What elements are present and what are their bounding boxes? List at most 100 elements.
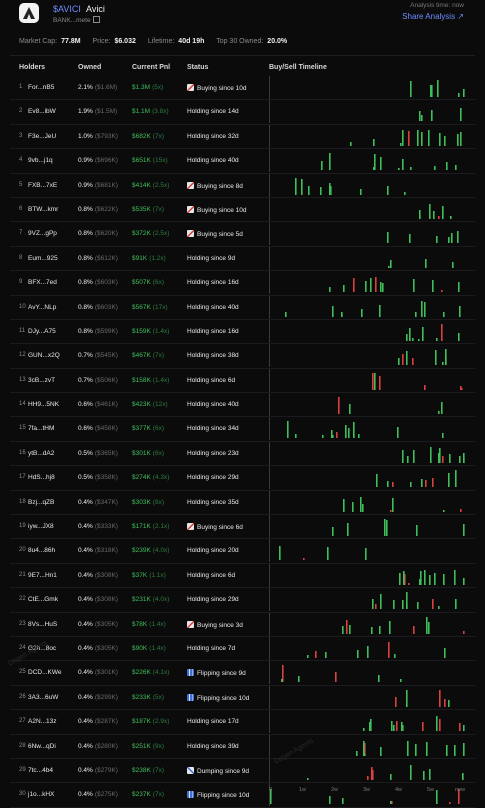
holder-address[interactable]: HdS...hj8 [28, 474, 55, 482]
timeline-bars [343, 496, 462, 512]
holder-address[interactable]: 7fa...tHM [28, 425, 55, 433]
table-row[interactable]: 21 9E7...Hn1 0.4% ($308K) $37K (1.1x) Holding … [10, 563, 475, 589]
table-row[interactable]: 22 CtE...Gmk 0.4% ($308K) $231K (4.0x) Holding… [10, 588, 475, 613]
pnl-value: $507K [132, 279, 151, 287]
status-cell: Holding since 32d [187, 133, 239, 140]
holder-address[interactable]: 8Vs...HuS [28, 620, 58, 628]
holder-address[interactable]: CtE...Gmk [28, 596, 58, 604]
buy-bar [332, 527, 334, 537]
buy-bar [451, 233, 453, 244]
table-row[interactable]: 28 6Nw...qDi 0.4% ($280K) $251K (9x) Holding s… [10, 734, 475, 759]
holder-address[interactable]: 9VZ...gPp [28, 230, 57, 238]
holder-address[interactable]: For...nB5 [28, 84, 55, 91]
table-row[interactable]: 25 DCD...KWe 0.4% ($301K) $226K (4.1x) Flippin… [10, 661, 475, 686]
holder-address[interactable]: 3A3...6uW [28, 693, 59, 701]
holder-address[interactable]: 8u4...86h [28, 547, 56, 555]
table-row[interactable]: 2 Ev8...ibW 1.9% ($1.5M) $1.1M (3.8x) Holding … [10, 100, 475, 125]
buy-bar [436, 790, 438, 805]
row-index: 8 [19, 254, 23, 261]
table-row[interactable]: 12 GUN...x2Q 0.7% ($545K) $467K (7x) Holding s… [10, 344, 475, 369]
token-header: $AVICI Avici BANK...mete Analysis time: … [0, 0, 485, 60]
holder-address[interactable]: 3cB...zvT [28, 376, 56, 384]
table-row[interactable]: 16 ytB...dA2 0.5% ($365K) $301K (6x) Holding s… [10, 441, 475, 467]
token-stats: Market Cap: 77.8M Price: $6.032 Lifetime: 4… [19, 38, 297, 45]
holder-address[interactable]: Bzj...qZB [28, 498, 55, 506]
holder-address[interactable]: iyw...JX8 [28, 523, 54, 531]
buy-bar [457, 231, 459, 244]
holder-address[interactable]: 6Nw...qDi [28, 742, 56, 750]
token-address[interactable]: BANK...mete [53, 16, 100, 24]
status-cell: Buying since 10d [187, 205, 247, 214]
owned-cell: 0.4% ($318K) [78, 547, 118, 554]
table-row[interactable]: 26 3A3...6uW 0.4% ($299K) $233K (5x) Flipping … [10, 685, 475, 711]
pnl-cell: $535K (7x) [132, 206, 164, 213]
table-row[interactable]: 3 F3e...JeU 1.0% ($793K) $682K (7x) Holding si… [10, 124, 475, 150]
timeline-bars [285, 300, 461, 317]
holder-address[interactable]: Eum...925 [28, 254, 58, 262]
table-row[interactable]: 13 3cB...zvT 0.7% ($506K) $158K (1.4x) Holding… [10, 368, 475, 394]
holder-address[interactable]: F3e...JeU [28, 132, 57, 140]
table-row[interactable]: 1 For...nB5 2.1% ($1.6M) $1.3M (5x) Buying sin… [10, 76, 475, 101]
token-ticker[interactable]: $AVICI [53, 4, 81, 14]
holder-address[interactable]: DCD...KWe [28, 669, 62, 677]
table-row[interactable]: 23 8Vs...HuS 0.4% ($305K) $78K (1.4x) Buying s… [10, 612, 475, 637]
table-row[interactable]: 8 Eum...925 0.8% ($612K) $91K (1.2x) Holding s… [10, 246, 475, 272]
table-row[interactable]: 11 DJy...A75 0.8% ($599K) $159K (1.4x) Holding… [10, 319, 475, 345]
buy-sell-timeline [269, 636, 466, 660]
copy-icon[interactable] [92, 16, 100, 23]
table-row[interactable]: 24 G2h...8oc 0.4% ($305K) $90K (1.4x) Holding … [10, 636, 475, 662]
row-index: 6 [19, 205, 23, 212]
table-row[interactable]: 5 FXB...7xE 0.9% ($681K) $414K (2.5x) Buying s… [10, 173, 475, 198]
table-row[interactable]: 27 A2N...13z 0.4% ($287K) $187K (2.9x) Holding… [10, 710, 475, 735]
holder-address[interactable]: GUN...x2Q [28, 352, 60, 360]
pnl-value: $171K [132, 523, 151, 531]
holder-address[interactable]: BTW...kmr [28, 205, 59, 213]
pnl-value: $78K [132, 620, 148, 628]
table-row[interactable]: 17 HdS...hj8 0.5% ($358K) $274K (4.3x) Holding… [10, 466, 475, 491]
table-row[interactable]: 7 9VZ...gPp 0.8% ($620K) $372K (2.5x) Buying s… [10, 222, 475, 247]
holder-address[interactable]: G2h...8oc [28, 644, 57, 652]
share-analysis-link[interactable]: Share Analysis ↗ [402, 12, 464, 21]
holder-address[interactable]: BFX...7ed [28, 279, 57, 287]
holder-address[interactable]: FXB...7xE [28, 181, 58, 189]
holder-address[interactable]: Ev8...ibW [28, 108, 56, 116]
buy-bar [437, 80, 439, 97]
buy-bar [358, 434, 360, 439]
owned-cell: 0.4% ($287K) [78, 718, 118, 725]
holder-address[interactable]: HH9...5NK [28, 401, 60, 409]
owned-percent: 0.4% [78, 693, 93, 701]
table-row[interactable]: 6 BTW...kmr 0.8% ($622K) $535K (7x) Buying sin… [10, 197, 475, 223]
table-row[interactable]: 29 7tc...4b4 0.4% ($279K) $238K (7x) Dumping s… [10, 758, 475, 784]
holder-address[interactable]: ytB...dA2 [28, 449, 55, 457]
table-row[interactable]: 14 HH9...5NK 0.6% ($461K) $423K (12x) Holding … [10, 393, 475, 418]
row-index: 21 [19, 571, 26, 578]
holder-address[interactable]: 7tc...4b4 [28, 766, 53, 774]
table-row[interactable]: 10 AvY...NLp 0.8% ($603K) $567K (17x) Holding … [10, 295, 475, 320]
table-row[interactable]: 18 Bzj...qZB 0.4% ($347K) $303K (8x) Holding s… [10, 490, 475, 516]
owned-value: ($358K) [94, 474, 118, 482]
holder-address[interactable]: DJy...A75 [28, 327, 56, 335]
buy-bar [423, 770, 425, 780]
status-text: Holding since 40d [187, 157, 239, 165]
buy-bar [460, 131, 462, 146]
table-row[interactable]: 19 iyw...JX8 0.4% ($333K) $171K (2.1x) Buying … [10, 515, 475, 540]
holder-address[interactable]: A2N...13z [28, 718, 57, 726]
holder-address[interactable]: j1o...kHX [28, 791, 55, 799]
table-row[interactable]: 20 8u4...86h 0.4% ($318K) $239K (4.0x) Holding… [10, 539, 475, 564]
sell-bar [372, 769, 374, 780]
pnl-cell: $1.1M (3.8x) [132, 108, 169, 115]
buy-bar [406, 604, 408, 610]
buy-bar [393, 725, 395, 732]
holder-address[interactable]: 9E7...Hn1 [28, 571, 57, 579]
table-row[interactable]: 9 BFX...7ed 0.8% ($603K) $507K (6x) Holding si… [10, 271, 475, 296]
table-row[interactable]: 15 7fa...tHM 0.6% ($458K) $377K (6x) Holding s… [10, 417, 475, 442]
buy-bar [443, 509, 445, 512]
buy-bar [421, 300, 423, 317]
sell-bar [388, 641, 390, 658]
table-row[interactable]: 4 9vb...j1q 0.9% ($696K) $651K (15x) Holding s… [10, 149, 475, 174]
holder-address[interactable]: 9vb...j1q [28, 157, 53, 165]
pnl-multiple: (6x) [152, 425, 164, 433]
sell-bar [375, 277, 377, 293]
holder-address[interactable]: AvY...NLp [28, 303, 57, 311]
buy-bar [412, 337, 414, 341]
